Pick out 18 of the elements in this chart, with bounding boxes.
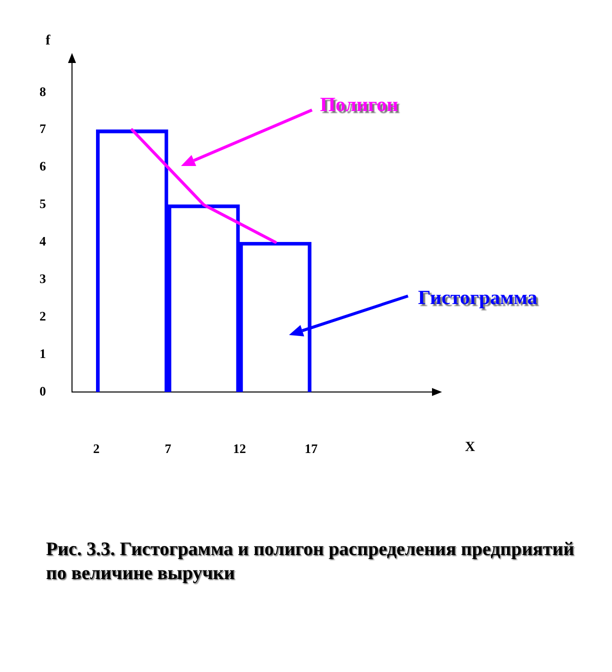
annotation: Гистограмма — [418, 287, 538, 310]
y-tick-label: 6 — [40, 158, 46, 174]
y-tick-label: 4 — [40, 234, 46, 249]
y-tick-label: 3 — [40, 271, 46, 286]
x-tick-label: 7 — [164, 441, 172, 456]
y-tick-label: 8 — [40, 84, 46, 99]
y-tick-label: 1 — [40, 346, 46, 361]
x-tick-label: 2 — [93, 441, 100, 456]
annotation: Полигон — [320, 94, 398, 117]
y-tick-label: 0 — [40, 383, 46, 398]
y-axis-title: f — [46, 34, 51, 49]
y-tick-label: 5 — [40, 196, 46, 212]
y-tick-label: 2 — [40, 308, 46, 324]
x-tick-label: 12 — [233, 441, 246, 456]
text: Рис. 3.3. Гистограмма и полигон распределения предприятий по величине выручки — [46, 538, 576, 586]
x-tick-label: 17 — [304, 441, 318, 456]
text: X — [465, 440, 476, 456]
y-tick-label: 7 — [40, 121, 46, 136]
